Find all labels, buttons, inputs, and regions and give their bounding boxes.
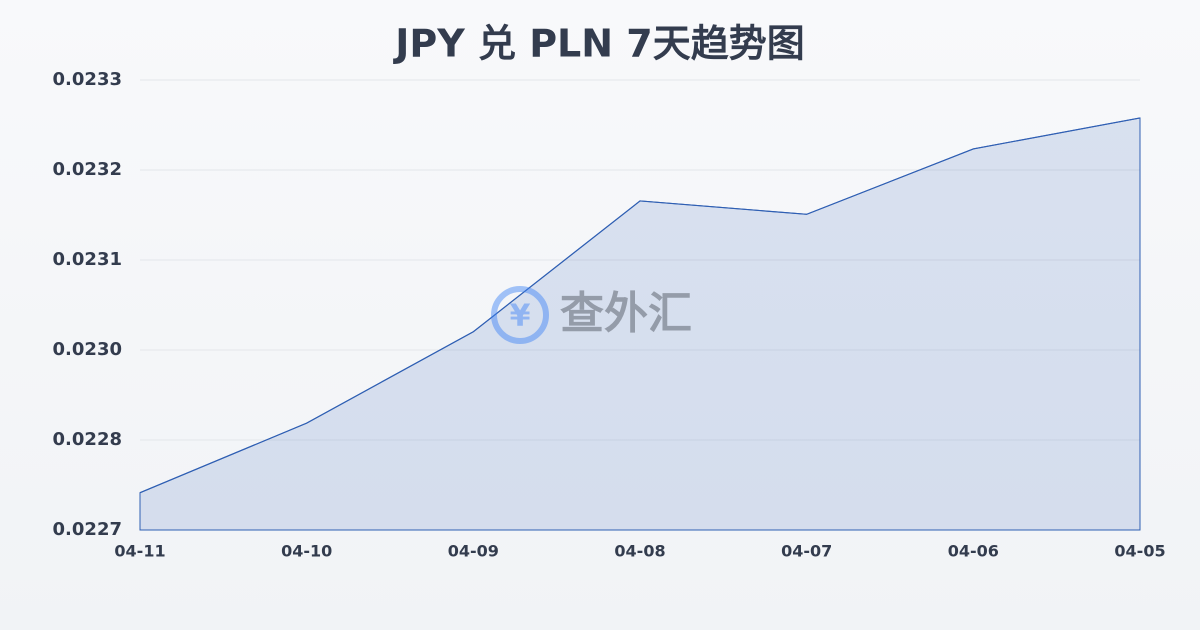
x-tick-label: 04-07 — [781, 542, 832, 561]
y-tick-label: 0.0230 — [53, 339, 122, 360]
y-tick-label: 0.0228 — [53, 429, 122, 450]
y-tick-label: 0.0232 — [53, 159, 122, 180]
watermark: 查外汇 — [560, 288, 692, 339]
y-tick-label: 0.0231 — [53, 249, 122, 270]
y-tick-label: 0.0233 — [53, 69, 122, 90]
x-tick-label: 04-08 — [614, 542, 665, 561]
x-tick-label: 04-10 — [281, 542, 332, 561]
x-tick-label: 04-11 — [114, 542, 165, 561]
watermark-icon: ¥ — [491, 286, 549, 344]
y-tick-label: 0.0227 — [53, 519, 122, 540]
chart-title: JPY 兑 PLN 7天趋势图 — [392, 22, 805, 66]
line — [139, 117, 1141, 494]
svg-text:¥: ¥ — [510, 299, 531, 334]
x-tick-label: 04-09 — [448, 542, 499, 561]
x-tick-label: 04-05 — [1114, 542, 1165, 561]
x-tick-label: 04-06 — [948, 542, 999, 561]
